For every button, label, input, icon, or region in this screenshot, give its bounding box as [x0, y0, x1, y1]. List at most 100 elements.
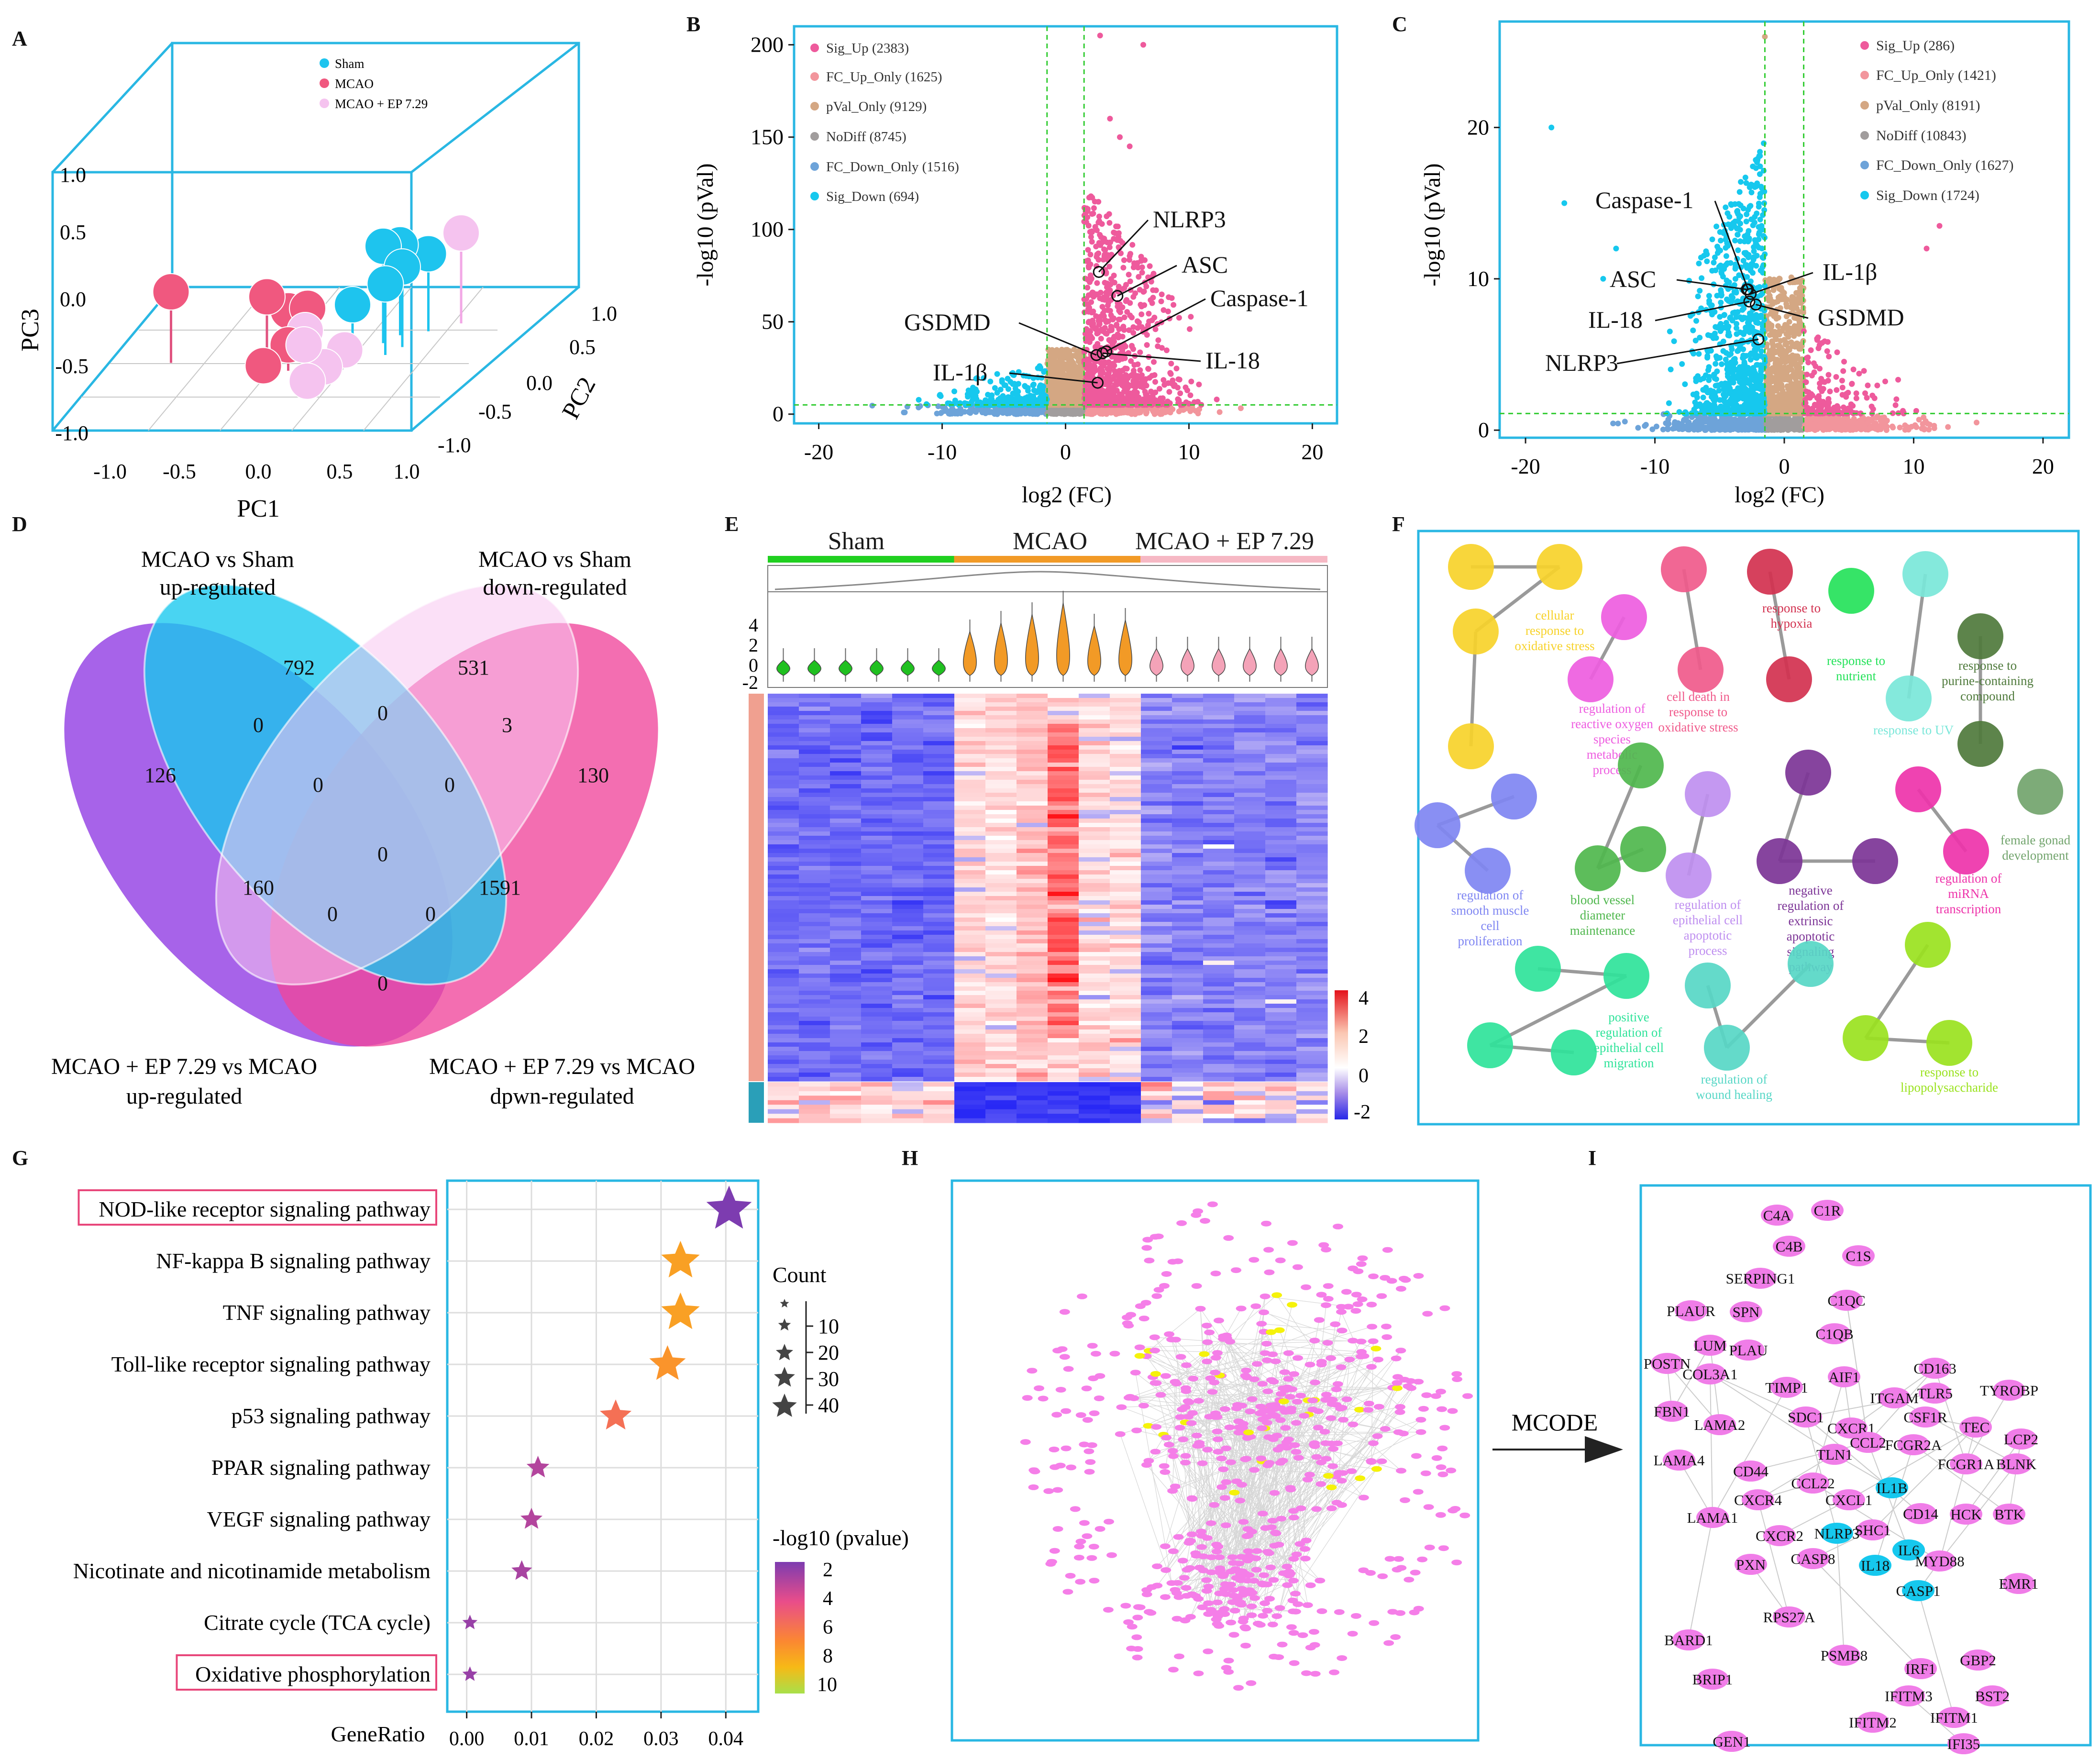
volcano-point	[1132, 384, 1138, 390]
volcano-point	[1897, 424, 1903, 431]
pca-x-ticks: -1.0 -0.5 0.0 0.5 1.0	[93, 460, 420, 483]
volcano-point	[1127, 312, 1133, 319]
volcano-point	[1121, 327, 1127, 333]
volcano-point	[1095, 378, 1101, 385]
volcano-point	[1779, 369, 1786, 375]
legend-label-sham: Sham	[335, 56, 365, 71]
volcano-point	[1029, 397, 1035, 403]
volcano-point	[962, 409, 968, 415]
volcano-point	[1723, 204, 1729, 210]
volcano-point	[1916, 417, 1922, 423]
volcano-point	[1797, 294, 1803, 300]
volcano-point	[1794, 305, 1800, 311]
volcano-point	[1177, 390, 1183, 397]
volcano-point	[1919, 425, 1925, 432]
pca-legend: Sham MCAO MCAO + EP 7.29	[320, 56, 428, 111]
volcano-point	[1782, 322, 1788, 328]
z-tick: -1.0	[55, 421, 88, 445]
volcano-point	[1171, 302, 1177, 308]
volcano-point	[1775, 323, 1781, 329]
x-tick-label: -20	[804, 440, 833, 464]
volcano-point	[1158, 401, 1164, 407]
volcano-point	[1699, 275, 1705, 281]
volcano-point	[1123, 372, 1129, 378]
volcano-point	[1723, 253, 1729, 259]
volcano-point	[1771, 395, 1777, 401]
volcano-point	[1097, 242, 1104, 248]
volcano-point	[1104, 292, 1110, 298]
pca-point-2	[288, 362, 326, 400]
volcano-point	[1105, 286, 1112, 292]
volcano-point	[1789, 398, 1795, 404]
volcano-point	[1140, 42, 1146, 48]
volcano-point	[1789, 418, 1794, 424]
volcano-point	[1768, 323, 1775, 330]
volcano-point	[1703, 426, 1710, 432]
volcano-point	[1135, 325, 1141, 331]
z-tick: -0.5	[55, 354, 88, 378]
legend-label-mcao: MCAO	[335, 77, 374, 91]
volcano-point	[1012, 386, 1018, 392]
volcano-point	[901, 410, 907, 416]
volcano-point	[1105, 360, 1112, 366]
legend-label: pVal_Only (9129)	[826, 99, 927, 114]
volcano-point	[954, 408, 961, 414]
volcano-point	[1111, 363, 1117, 369]
volcano-point	[1841, 359, 1847, 365]
volcano-point	[1089, 321, 1094, 327]
pca-point-0	[366, 265, 404, 303]
x-tick-label: 0	[1060, 440, 1071, 464]
volcano-point	[1113, 223, 1119, 230]
volcano-point	[1141, 302, 1148, 308]
panel-label-f: F	[1392, 512, 1405, 536]
volcano-point	[1014, 392, 1020, 398]
volcano-point	[1168, 361, 1174, 366]
volcano-point	[1882, 378, 1888, 385]
pca-points	[152, 214, 480, 400]
x-tick: 1.0	[394, 460, 420, 483]
volcano-point	[1106, 211, 1112, 217]
legend-marker	[810, 132, 819, 141]
legend-label: Sig_Down (694)	[826, 189, 919, 204]
volcano-point	[1793, 328, 1800, 334]
volcano-point	[1127, 253, 1133, 259]
volcano-point	[1134, 389, 1140, 396]
volcano-point	[1194, 408, 1200, 414]
volcano-point	[989, 392, 995, 398]
volcano-point	[1861, 368, 1867, 374]
volcano-point	[1121, 384, 1127, 390]
volcano-point	[1117, 238, 1124, 244]
volcano-point	[1735, 419, 1741, 425]
volcano-point	[1104, 331, 1110, 337]
volcano-point	[1176, 315, 1182, 321]
volcano-point	[1151, 314, 1158, 321]
volcano-point	[1137, 349, 1143, 355]
volcano-point	[1884, 418, 1890, 424]
volcano-point	[1173, 365, 1180, 372]
volcano-point	[1784, 422, 1790, 428]
volcano-point	[1610, 421, 1616, 427]
volcano-point	[1746, 204, 1753, 210]
volcano-point	[1869, 392, 1876, 398]
volcano-point	[1615, 421, 1621, 427]
x-tick-label: 20	[1301, 440, 1323, 464]
volcano-point	[1214, 397, 1220, 402]
volcano-point	[1109, 409, 1115, 415]
volcano-point	[1130, 346, 1136, 352]
volcano-point	[1130, 330, 1137, 336]
volcano-point	[1138, 254, 1144, 260]
volcano-point	[982, 408, 988, 414]
volcano-point	[1126, 272, 1132, 277]
volcano-point	[1102, 247, 1108, 253]
volcano-point	[1778, 338, 1784, 344]
volcano-point	[973, 386, 979, 392]
volcano-point	[1787, 356, 1793, 362]
volcano-point	[1087, 229, 1093, 235]
volcano-b-legend: Sig_Up (2383) FC_Up_Only (1625) pVal_Onl…	[810, 41, 959, 204]
volcano-point	[1693, 318, 1699, 324]
volcano-point	[1094, 227, 1100, 233]
volcano-point	[1156, 386, 1162, 392]
volcano-point	[1137, 367, 1143, 373]
volcano-point	[1092, 199, 1098, 205]
